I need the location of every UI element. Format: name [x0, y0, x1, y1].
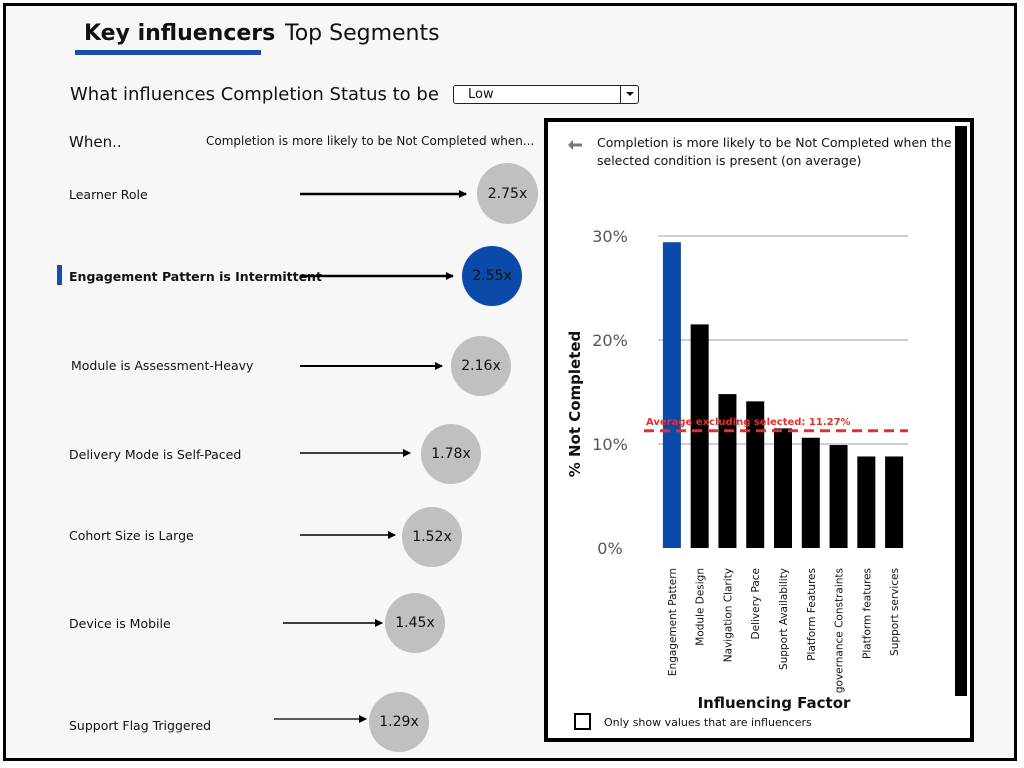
bar — [662, 242, 681, 548]
chevron-down-icon[interactable] — [620, 86, 638, 103]
bar — [829, 445, 848, 548]
influence-bubble[interactable]: 2.55x — [462, 246, 522, 306]
panel-title: Completion is more likely to be Not Comp… — [597, 135, 952, 168]
x-tick-label: Engagement Pattern — [667, 568, 679, 676]
x-tick-label: Platform Features — [806, 568, 818, 661]
influence-bubble[interactable]: 1.78x — [421, 424, 481, 484]
y-axis-label: % Not Completed — [566, 331, 584, 478]
dropdown-value: Low — [468, 87, 494, 102]
influencer-label[interactable]: Engagement Pattern is Intermittent — [69, 269, 322, 284]
bar — [690, 324, 709, 548]
x-axis-label: Influencing Factor — [698, 694, 851, 712]
checkbox-label: Only show values that are influencers — [604, 716, 812, 729]
influence-bubble[interactable]: 1.29x — [369, 692, 429, 752]
x-tick-label: Support Availability — [778, 568, 790, 670]
y-tick-label: 10% — [592, 435, 628, 454]
x-tick-label: Support services — [889, 568, 901, 656]
selection-marker — [57, 265, 62, 285]
bar — [718, 394, 737, 548]
x-tick-label: Platform features — [861, 568, 873, 659]
back-arrow-icon[interactable] — [567, 139, 583, 151]
influencer-label[interactable]: Cohort Size is Large — [69, 528, 194, 543]
influencer-label[interactable]: Module is Assessment-Heavy — [71, 358, 254, 373]
likely-header: Completion is more likely to be Not Comp… — [206, 134, 535, 148]
x-tick-label: governance Constraints — [834, 568, 846, 693]
bar — [774, 428, 792, 548]
value-dropdown[interactable]: Low — [453, 85, 639, 104]
influencer-label[interactable]: Support Flag Triggered — [69, 718, 212, 733]
bar — [857, 456, 876, 548]
influence-bubble[interactable]: 1.45x — [385, 593, 445, 653]
influencer-label[interactable]: Learner Role — [69, 187, 148, 202]
x-tick-label: Navigation Clarity — [722, 568, 734, 662]
influencers-only-checkbox[interactable] — [574, 713, 591, 730]
influencer-label[interactable]: Delivery Mode is Self-Paced — [69, 447, 242, 462]
influence-bubble[interactable]: 1.52x — [402, 507, 462, 567]
influence-bubble[interactable]: 2.16x — [451, 336, 511, 396]
x-tick-label: Delivery Pace — [750, 568, 762, 639]
active-tab-indicator — [75, 50, 261, 55]
bar — [801, 437, 820, 548]
bar — [746, 401, 765, 548]
bar-chart: 0% 10% 20% 30% Engagement Pattern Module Desi… — [566, 227, 908, 712]
detail-panel: Completion is more likely to be Not Comp… — [544, 118, 974, 742]
question-text: What influences Completion Status to be — [70, 84, 439, 105]
y-tick-label: 30% — [592, 227, 628, 246]
x-tick-label: Module Design — [695, 568, 707, 646]
tab-top-segments[interactable]: Top Segments — [285, 21, 440, 46]
average-line-label: Average excluding selected: 11.27% — [646, 417, 851, 428]
influencer-label[interactable]: Device is Mobile — [69, 616, 171, 631]
y-tick-label: 20% — [592, 331, 628, 350]
scrollbar[interactable] — [955, 126, 967, 696]
influence-bubble[interactable]: 2.75x — [477, 163, 538, 224]
when-label: When.. — [69, 133, 122, 151]
tab-key-influencers[interactable]: Key influencers — [84, 21, 276, 46]
bar — [885, 456, 904, 548]
y-tick-label: 0% — [597, 539, 622, 558]
